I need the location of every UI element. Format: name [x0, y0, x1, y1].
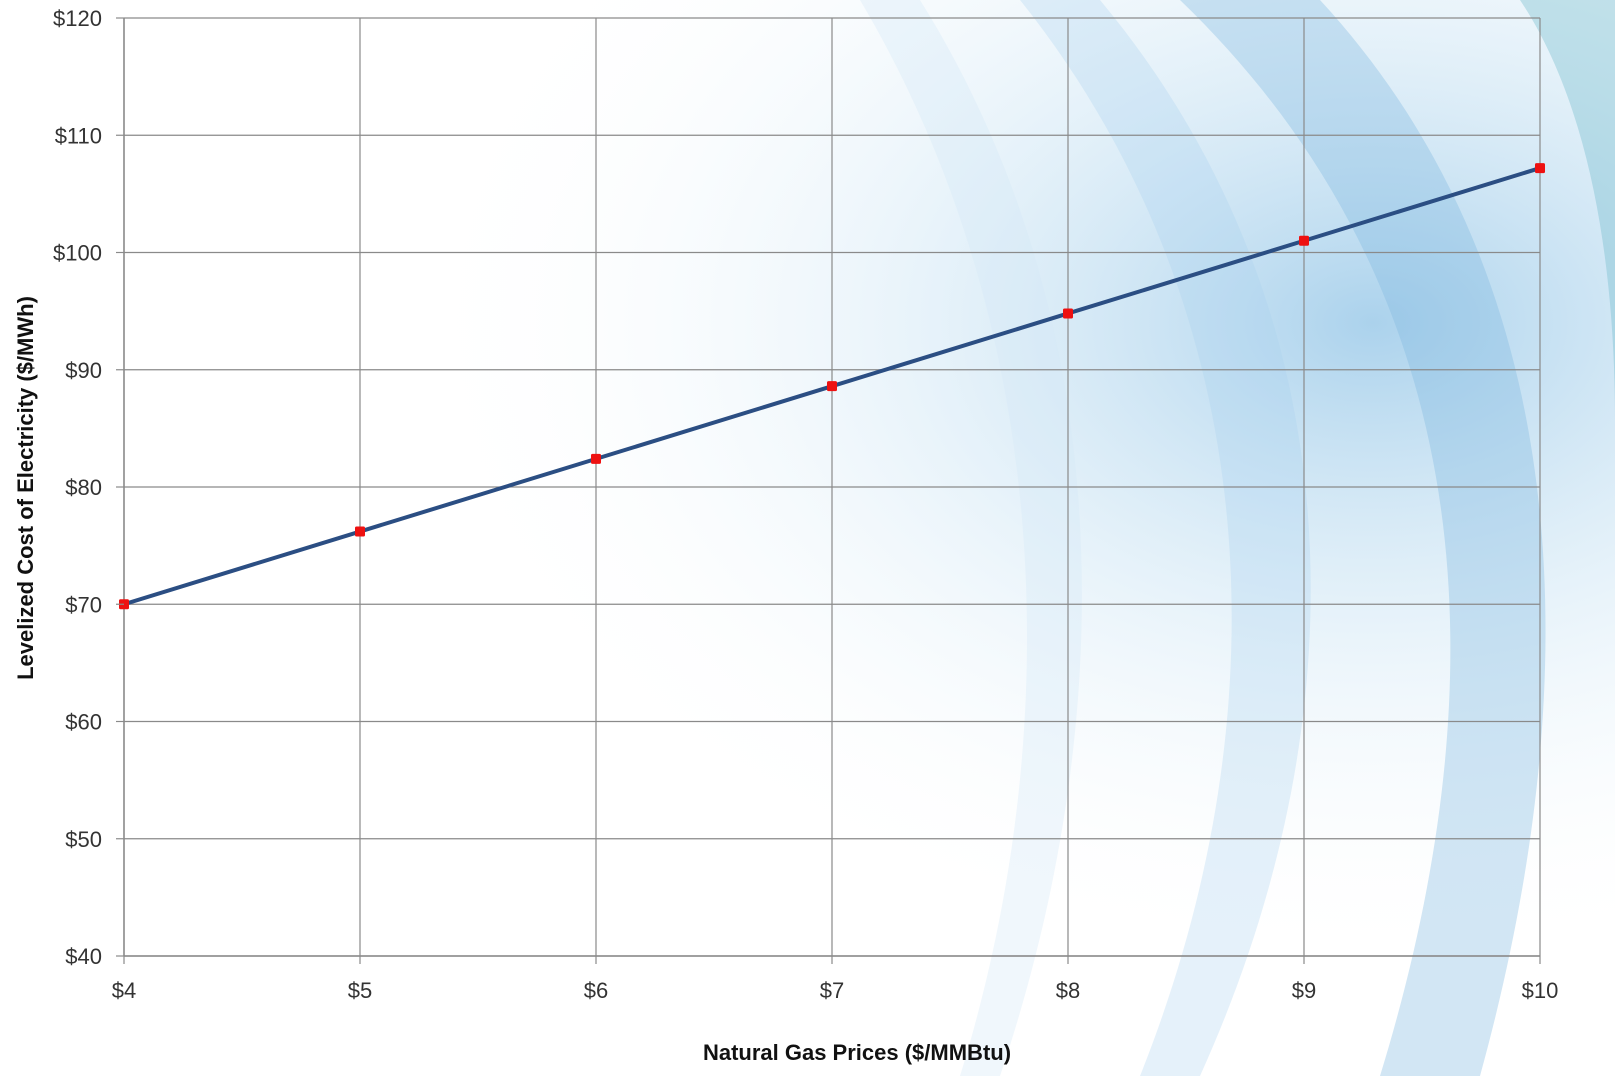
y-tick-label: $100 [53, 241, 102, 266]
data-point-marker [355, 526, 365, 537]
x-tick-label: $9 [1292, 978, 1316, 1003]
x-axis-title: Natural Gas Prices ($/MMBtu) [703, 1040, 1011, 1065]
y-tick-label: $120 [53, 6, 102, 31]
y-tick-label: $40 [65, 944, 102, 969]
x-tick-label: $5 [348, 978, 372, 1003]
x-tick-label: $10 [1522, 978, 1559, 1003]
x-tick-label: $8 [1056, 978, 1080, 1003]
y-axis-ticks: $40 $50 $60 $70 $80 $90 $100 $110 $120 [53, 6, 124, 969]
data-point-marker [1299, 235, 1309, 246]
x-tick-label: $6 [584, 978, 608, 1003]
data-point-marker [827, 381, 837, 392]
data-point-marker [591, 453, 601, 464]
y-axis-title: Levelized Cost of Electricity ($/MWh) [13, 296, 38, 680]
y-tick-label: $50 [65, 827, 102, 852]
y-tick-label: $90 [65, 358, 102, 383]
series-group [119, 163, 1545, 610]
data-point-marker [1063, 308, 1073, 319]
x-axis-ticks: $4 $5 $6 $7 $8 $9 $10 [112, 956, 1559, 1003]
data-point-marker [1535, 163, 1545, 174]
y-tick-label: $110 [55, 123, 102, 148]
y-tick-label: $70 [65, 592, 102, 617]
y-tick-label: $60 [65, 710, 102, 735]
x-tick-label: $7 [820, 978, 844, 1003]
x-tick-label: $4 [112, 978, 136, 1003]
y-tick-label: $80 [65, 475, 102, 500]
